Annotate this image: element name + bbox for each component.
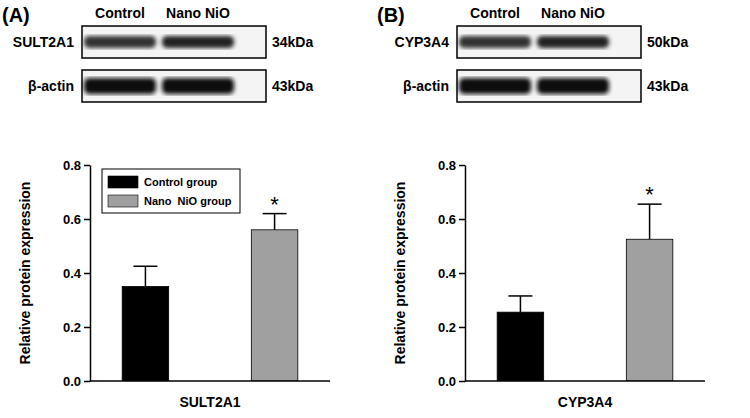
error-cap	[133, 266, 157, 268]
tick: 0.8	[63, 158, 90, 173]
blot-band	[84, 36, 156, 48]
blot-band	[537, 78, 609, 94]
error-line	[145, 266, 147, 286]
tick: 0.0	[63, 374, 90, 389]
tick: SULT2A1	[179, 394, 240, 410]
tick-label: 0.4	[63, 266, 82, 281]
tick-label: 0.8	[438, 158, 456, 173]
labels: *	[270, 192, 279, 217]
tick-label: 0.0	[63, 374, 81, 389]
bar	[122, 287, 168, 382]
y-axis: 0.0 0.2 0.4 0.6 0.8	[63, 158, 91, 389]
tick-label: 0.4	[438, 266, 457, 281]
blot-band	[162, 36, 234, 48]
tick-label: 0.6	[438, 212, 456, 227]
blot-box	[82, 26, 266, 58]
significance: *	[645, 182, 654, 207]
bar	[497, 312, 543, 381]
tick-label: 0.2	[63, 320, 81, 335]
blot-column: Control	[470, 5, 520, 21]
x-axis: CYP3A4	[465, 381, 705, 410]
y-axis: 0.0 0.2 0.4 0.6 0.8	[438, 158, 466, 389]
blot-row-label: CYP3A4	[395, 34, 450, 50]
plot-area	[122, 214, 298, 381]
x-axis: SULT2A1	[90, 381, 330, 410]
y-axis-title: Relative protein expression	[392, 182, 408, 365]
tick-mark	[459, 381, 465, 383]
tick-label: 0.2	[438, 320, 456, 335]
blot-band	[84, 78, 156, 94]
bar	[251, 230, 297, 381]
tick-label: 0.6	[63, 212, 81, 227]
legend-entry: Control group	[144, 176, 218, 188]
tick-label: 0.0	[438, 374, 456, 389]
tick-label: CYP3A4	[558, 394, 613, 410]
panel: (B) Control Nano NiO CYP3A4 50kDa β-actin 43kD…	[377, 4, 705, 410]
tick: 0.4	[63, 266, 90, 281]
error-cap	[508, 295, 532, 297]
blot-box	[457, 70, 641, 102]
tick-mark	[84, 327, 90, 329]
blot-row-label: β-actin	[403, 78, 449, 94]
tick-mark	[84, 273, 90, 275]
tick: CYP3A4	[558, 394, 613, 410]
panel: (A) Control Nano NiO SULT2A1 34kDa β-actin 43k…	[2, 4, 330, 410]
legend-box	[102, 169, 240, 213]
blot-column: Nano NiO	[166, 5, 230, 21]
tick-label: SULT2A1	[179, 394, 240, 410]
axis-line	[90, 380, 330, 382]
axis-line	[465, 380, 705, 382]
tick: 0.0	[438, 374, 465, 389]
legend: Control group Nano NiO group	[102, 169, 240, 213]
panel-label: (B)	[377, 4, 405, 26]
tick: 0.6	[63, 212, 90, 227]
legend-swatch	[108, 195, 138, 207]
blot-size: 34kDa	[272, 34, 313, 50]
tick: 0.2	[63, 320, 90, 335]
error-line	[520, 296, 522, 312]
tick: 0.6	[438, 212, 465, 227]
blot-band	[459, 78, 531, 94]
tick-mark	[84, 219, 90, 221]
error-bar	[508, 296, 532, 312]
blot-box	[82, 70, 266, 102]
tick-mark	[459, 219, 465, 221]
error-bar	[638, 204, 662, 239]
tick-label: 0.8	[63, 158, 81, 173]
error-bar	[133, 266, 157, 286]
y-axis-title: Relative protein expression	[17, 182, 33, 365]
plot-area	[497, 204, 673, 381]
tick: 0.2	[438, 320, 465, 335]
tick-mark	[459, 273, 465, 275]
blot-size: 43kDa	[272, 78, 313, 94]
legend-entry: Nano NiO group	[144, 195, 232, 207]
legend-swatch	[108, 176, 138, 188]
blot-row-label: β-actin	[28, 78, 74, 94]
panel-label: (A)	[2, 4, 30, 26]
tick: 0.8	[438, 158, 465, 173]
blot-band	[537, 36, 609, 48]
blot-size: 43kDa	[647, 78, 688, 94]
blot-row-label: SULT2A1	[13, 34, 74, 50]
error-line	[649, 204, 651, 239]
tick-mark	[459, 327, 465, 329]
tick-mark	[84, 165, 90, 167]
blot-band	[459, 36, 531, 48]
tick-mark	[84, 381, 90, 383]
figure: (A) Control Nano NiO SULT2A1 34kDa β-actin 43k…	[0, 0, 750, 418]
tick-mark	[459, 165, 465, 167]
blot-column: Nano NiO	[541, 5, 605, 21]
significance: *	[270, 192, 279, 217]
blot-box	[457, 26, 641, 58]
labels: *	[645, 182, 654, 207]
bar	[626, 239, 672, 381]
blot-band	[162, 78, 234, 94]
blot-column: Control	[95, 5, 145, 21]
tick: 0.4	[438, 266, 465, 281]
blot-size: 50kDa	[647, 34, 688, 50]
